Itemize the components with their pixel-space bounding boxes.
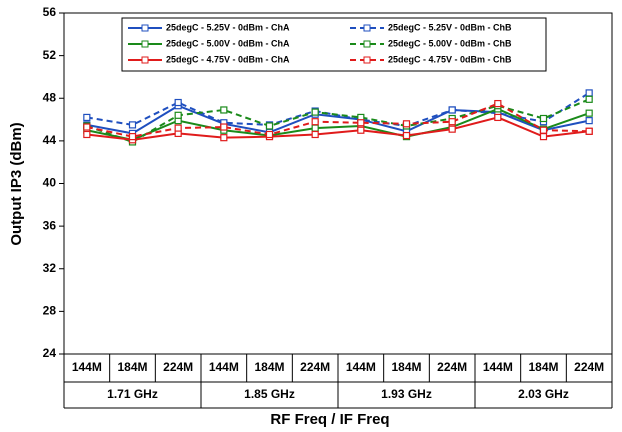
point <box>174 98 182 107</box>
series-line <box>86 98 590 144</box>
point <box>448 118 456 126</box>
y-tick-label: 36 <box>43 218 57 232</box>
series-line <box>86 107 590 141</box>
x-tick-label: 224M <box>300 360 330 374</box>
point <box>539 126 548 134</box>
point <box>220 134 228 142</box>
point <box>402 120 411 128</box>
legend-marker <box>141 24 149 32</box>
x-tick-label: 224M <box>163 360 193 374</box>
legend-label: 25degC - 5.00V - 0dBm - ChB <box>388 38 512 48</box>
legend-marker <box>363 24 371 32</box>
y-tick-label: 56 <box>43 5 57 19</box>
legend-marker <box>141 56 149 64</box>
legend-marker <box>363 56 371 64</box>
x-tick-label: 144M <box>209 360 239 374</box>
point <box>585 127 593 135</box>
point <box>220 123 228 131</box>
point <box>539 133 548 141</box>
point <box>585 117 593 125</box>
point <box>448 106 456 114</box>
point <box>585 89 593 97</box>
point <box>494 113 502 122</box>
legend-label: 25degC - 5.25V - 0dBm - ChA <box>166 22 290 32</box>
y-tick-label: 40 <box>43 176 57 190</box>
point <box>585 109 593 117</box>
point <box>448 125 456 133</box>
group-label: 2.03 GHz <box>518 387 569 401</box>
point <box>174 124 182 132</box>
point <box>585 95 593 103</box>
point <box>83 113 91 122</box>
y-tick-label: 48 <box>43 90 57 104</box>
point <box>83 130 91 139</box>
x-tick-label: 144M <box>72 360 102 374</box>
point <box>494 99 502 108</box>
legend-box <box>121 17 547 72</box>
x-tick-label: 144M <box>483 360 513 374</box>
series-line <box>86 116 590 141</box>
x-tick-label: 184M <box>254 360 284 374</box>
x-axis-title: RF Freq / IF Freq <box>270 411 389 428</box>
x-tick-label: 224M <box>574 360 604 374</box>
series-line <box>86 92 590 127</box>
y-tick-label: 32 <box>43 261 57 275</box>
series-line <box>86 102 590 138</box>
legend-marker <box>141 40 149 48</box>
legend-label: 25degC - 5.25V - 0dBm - ChB <box>388 22 512 32</box>
legend-label: 25degC - 5.00V - 0dBm - ChA <box>166 38 290 48</box>
group-label: 1.71 GHz <box>107 387 158 401</box>
point <box>357 119 365 127</box>
point <box>220 106 228 114</box>
group-label: 1.93 GHz <box>381 387 432 401</box>
point <box>174 111 182 119</box>
y-tick-label: 24 <box>43 346 57 360</box>
point <box>311 118 319 126</box>
x-tick-label: 184M <box>117 360 147 374</box>
point <box>402 131 411 140</box>
legend-label: 25degC - 4.75V - 0dBm - ChA <box>166 54 290 64</box>
point <box>357 126 365 134</box>
legend-label: 25degC - 4.75V - 0dBm - ChB <box>388 54 512 64</box>
legend: 25degC - 5.25V - 0dBm - ChA 25degC - 5.25… <box>121 17 547 72</box>
y-axis-title: Output IP3 (dBm) <box>8 122 25 245</box>
legend-marker <box>363 40 371 48</box>
y-tick-label: 44 <box>43 133 57 147</box>
point <box>311 130 319 139</box>
point <box>311 124 319 132</box>
x-tick-label: 184M <box>528 360 558 374</box>
x-tick-label: 224M <box>437 360 467 374</box>
y-tick-label: 52 <box>43 48 57 62</box>
y-tick-label: 28 <box>43 304 57 318</box>
group-label: 1.85 GHz <box>244 387 295 401</box>
point <box>265 130 274 139</box>
point <box>311 108 319 116</box>
point <box>539 114 548 123</box>
point <box>128 133 137 141</box>
point <box>83 123 91 131</box>
point <box>128 121 137 129</box>
x-tick-label: 144M <box>346 360 376 374</box>
x-tick-label: 184M <box>391 360 421 374</box>
point <box>265 122 274 130</box>
